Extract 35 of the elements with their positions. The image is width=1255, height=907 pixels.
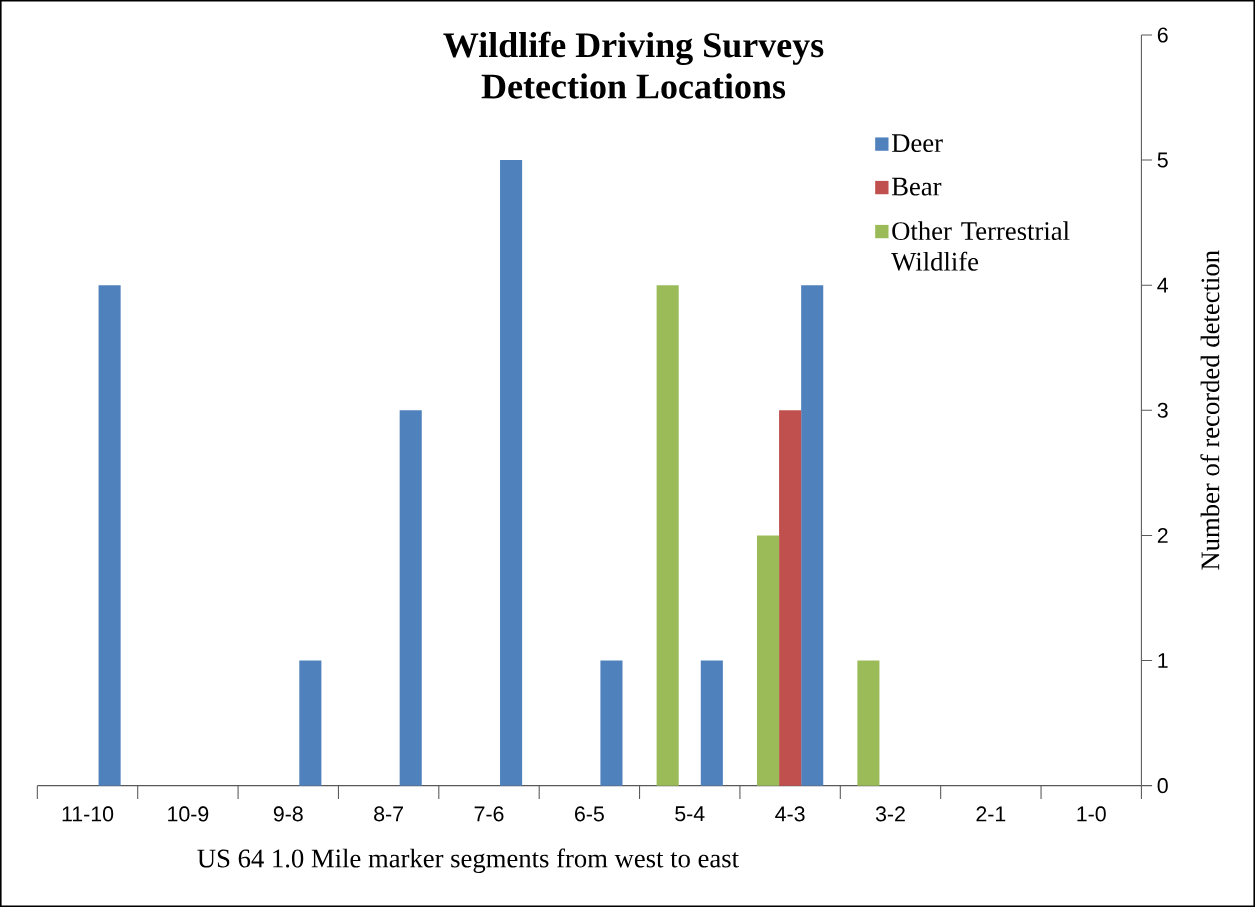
y-tick-label: 3: [1157, 402, 1168, 418]
legend-label: Bear: [891, 177, 942, 196]
x-tick-label: 10-9: [168, 806, 209, 822]
bar: [700, 660, 723, 786]
x-tick-label: 2-1: [976, 806, 1006, 822]
x-tick-label: 7-6: [474, 806, 504, 822]
legend-label: Other Terrestrial Wildlife: [891, 221, 1070, 271]
bar: [500, 160, 523, 786]
x-tick-label: 8-7: [374, 806, 403, 822]
chart-title: Wildlife Driving Surveys Detection Locations: [443, 31, 824, 99]
x-tick-label: 1-0: [1077, 806, 1106, 822]
y-tick-label: 4: [1157, 277, 1169, 293]
y-tick-label: 2: [1157, 527, 1168, 543]
y-tick-label: 5: [1157, 152, 1168, 168]
y-tick-label: 0: [1157, 778, 1168, 794]
bar: [656, 285, 679, 786]
bar: [801, 285, 824, 786]
bar: [399, 410, 422, 786]
bar: [299, 660, 322, 786]
x-tick-label: 9-8: [273, 806, 303, 822]
x-tick-label: 3-2: [875, 806, 905, 822]
legend-label: Deer: [891, 134, 943, 153]
bar: [600, 660, 623, 786]
x-tick-label: 11-10: [62, 806, 114, 822]
bar: [756, 535, 780, 786]
y-axis-title: Number of recorded detection: [1200, 250, 1220, 570]
x-tick-label: 4-3: [775, 806, 805, 822]
bar: [857, 660, 880, 786]
bar: [98, 285, 121, 786]
x-tick-label: 6-5: [575, 806, 604, 822]
y-tick-label: 1: [1158, 653, 1168, 668]
y-tick-label: 6: [1157, 27, 1168, 43]
x-tick-label: 5-4: [675, 806, 705, 822]
x-axis-title: US 64 1.0 Mile marker segments from west to east: [197, 848, 739, 873]
bar: [779, 410, 802, 786]
